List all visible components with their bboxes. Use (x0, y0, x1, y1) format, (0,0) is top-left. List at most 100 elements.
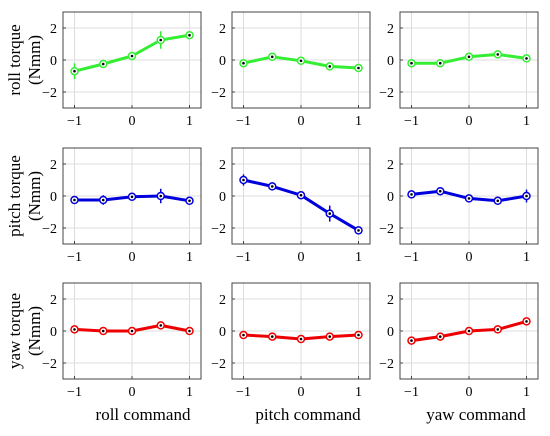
y-label-roll-line2: (Nmm) (25, 35, 44, 85)
data-point-center (101, 198, 105, 202)
data-point-center (467, 197, 471, 200)
y-label-roll-line1: roll torque (5, 24, 24, 95)
data-point-center (242, 61, 245, 65)
y-tick-label: 0 (50, 54, 57, 69)
data-point-center (357, 229, 360, 232)
x-tick-label: −1 (236, 250, 251, 265)
data-point-center (188, 329, 191, 333)
x-label-yaw: yaw command (426, 405, 526, 424)
x-tick-label: 1 (523, 250, 530, 265)
y-tick-label: −2 (379, 357, 394, 372)
y-tick-label: −2 (211, 86, 226, 101)
y-tick-label: −2 (42, 86, 57, 101)
x-tick-label: 1 (186, 250, 193, 265)
y-tick-label: −2 (42, 357, 57, 372)
data-point-center (73, 328, 76, 331)
y-tick-label: 0 (387, 54, 394, 69)
x-tick-label: −1 (404, 385, 419, 400)
data-point-center (130, 54, 134, 58)
data-point-center (525, 320, 528, 323)
data-point-center (438, 61, 442, 65)
x-tick-label: 0 (466, 385, 473, 400)
panel-yaw-pitch: −1 0 1 −2 0 2 (211, 282, 371, 400)
x-tick-label: 1 (523, 385, 530, 400)
data-point-center (101, 62, 105, 66)
y-tick-label: −2 (379, 222, 394, 237)
x-tick-label: 0 (298, 385, 305, 400)
data-point-center (357, 333, 360, 337)
x-tick-label: −1 (236, 385, 251, 400)
data-point-center (438, 189, 442, 193)
panel-roll-roll: −1 0 1 −2 0 2 (42, 11, 202, 129)
data-point-center (159, 38, 163, 42)
x-tick-label: 1 (355, 250, 362, 265)
panel-pitch-roll: −1 0 1 −2 0 2 (42, 147, 202, 265)
data-point-center (496, 53, 500, 56)
x-tick-label: 0 (466, 114, 473, 129)
data-point-center (467, 55, 471, 59)
data-point-center (270, 185, 274, 188)
data-point-center (73, 69, 76, 73)
data-point-center (410, 61, 413, 65)
x-label-pitch: pitch command (255, 405, 361, 424)
x-tick-label: 1 (355, 114, 362, 129)
y-tick-label: 2 (219, 158, 226, 173)
data-point-center (525, 57, 528, 60)
x-tick-label: 0 (298, 114, 305, 129)
data-point-center (328, 212, 332, 215)
x-tick-label: −1 (236, 114, 251, 129)
data-point-center (410, 193, 413, 196)
data-point-center (242, 178, 245, 182)
data-point-center (159, 324, 163, 327)
y-label-pitch-line2: (Nmm) (25, 171, 44, 221)
data-point-center (73, 198, 76, 202)
data-point-center (130, 195, 134, 199)
x-tick-label: 0 (129, 114, 136, 129)
y-tick-label: 2 (50, 158, 57, 173)
x-tick-label: 1 (186, 114, 193, 129)
y-tick-label: 0 (387, 190, 394, 205)
data-point-center (496, 199, 500, 203)
y-tick-label: −2 (379, 86, 394, 101)
x-tick-label: −1 (67, 114, 82, 129)
y-tick-label: 0 (219, 190, 226, 205)
panel-pitch-yaw: −1 0 1 −2 0 2 (379, 147, 539, 265)
x-tick-label: 0 (466, 250, 473, 265)
data-point-center (270, 55, 274, 59)
y-label-pitch-line1: pitch torque (5, 155, 24, 237)
y-label-yaw-line1: yaw torque (5, 293, 24, 369)
panel-roll-pitch: −1 0 1 −2 0 2 (211, 11, 371, 129)
y-tick-label: 2 (50, 293, 57, 308)
panel-yaw-yaw: −1 0 1 −2 0 2 (379, 282, 539, 400)
data-point-center (188, 33, 191, 37)
data-point-center (188, 199, 191, 203)
data-point-center (299, 337, 303, 341)
data-point-center (101, 329, 105, 333)
y-tick-label: 2 (387, 293, 394, 308)
data-point-center (270, 335, 274, 338)
y-tick-label: 2 (50, 22, 57, 37)
data-point-center (496, 328, 500, 331)
data-point-center (130, 329, 134, 333)
x-tick-label: −1 (404, 250, 419, 265)
y-tick-label: 0 (219, 54, 226, 69)
y-tick-label: 2 (387, 22, 394, 37)
data-point-center (299, 193, 303, 197)
y-tick-label: 0 (50, 190, 57, 205)
data-point-center (328, 335, 332, 338)
y-tick-label: −2 (211, 222, 226, 237)
y-tick-label: −2 (211, 357, 226, 372)
y-tick-label: 0 (50, 325, 57, 340)
y-tick-label: 2 (387, 158, 394, 173)
y-tick-label: 2 (219, 293, 226, 308)
panel-yaw-roll: −1 0 1 −2 0 2 (42, 282, 202, 400)
x-tick-label: 0 (129, 250, 136, 265)
x-tick-label: −1 (67, 385, 82, 400)
y-label-yaw-line2: (Nmm) (25, 306, 44, 356)
x-tick-label: 1 (355, 385, 362, 400)
x-tick-label: −1 (404, 114, 419, 129)
x-tick-label: 0 (129, 385, 136, 400)
data-point-center (328, 65, 332, 68)
data-point-center (159, 194, 163, 198)
